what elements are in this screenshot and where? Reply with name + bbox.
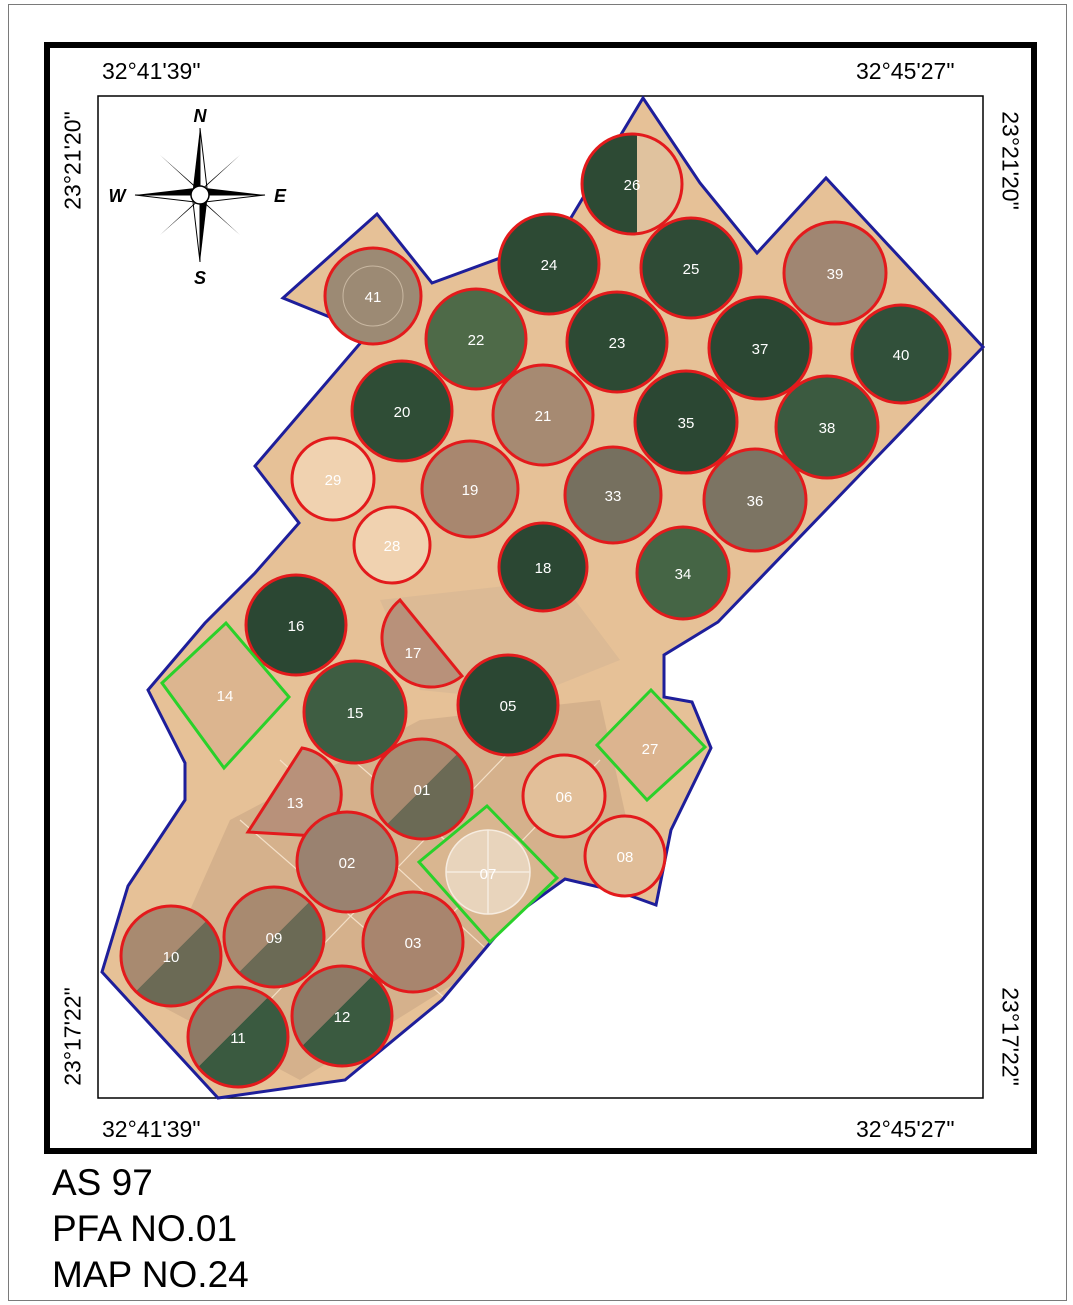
field-label-01: 01 <box>414 782 431 799</box>
field-07: 07 <box>416 803 560 945</box>
coord-bottom-right-lon: 32°45'27" <box>856 1116 955 1142</box>
field-label-35: 35 <box>678 415 695 432</box>
page-frame <box>8 4 1067 1301</box>
field-29: 29 <box>290 436 376 522</box>
compass-w: W <box>109 186 128 206</box>
field-label-29: 29 <box>325 472 342 489</box>
coord-left-top-lat: 23°21'20" <box>59 111 86 210</box>
field-label-13: 13 <box>287 795 304 812</box>
field-20: 20 <box>350 359 454 463</box>
info-map-number: MAP NO.24 <box>52 1254 249 1295</box>
coord-top-right-lon: 32°45'27" <box>856 58 955 84</box>
field-label-15: 15 <box>347 705 364 722</box>
field-label-16: 16 <box>288 618 305 635</box>
field-10: 10 <box>119 904 223 1008</box>
field-label-41: 41 <box>365 289 382 306</box>
field-label-07: 07 <box>480 866 497 883</box>
field-label-10: 10 <box>163 949 180 966</box>
field-05: 05 <box>456 653 560 757</box>
map-info: AS 97 PFA NO.01 MAP NO.24 <box>52 1160 249 1298</box>
field-label-34: 34 <box>675 566 692 583</box>
field-14: 14 <box>160 620 292 771</box>
field-08: 08 <box>583 814 667 898</box>
field-label-18: 18 <box>535 560 552 577</box>
field-label-20: 20 <box>394 404 411 421</box>
field-label-37: 37 <box>752 341 769 358</box>
field-label-14: 14 <box>217 688 234 705</box>
field-16: 16 <box>244 573 348 677</box>
field-label-40: 40 <box>893 347 910 364</box>
field-label-36: 36 <box>747 493 764 510</box>
compass-n: N <box>194 106 208 126</box>
field-03: 03 <box>361 890 465 994</box>
field-label-12: 12 <box>334 1009 351 1026</box>
field-label-06: 06 <box>556 789 573 806</box>
info-as-number: AS 97 <box>52 1162 153 1203</box>
field-23: 23 <box>565 290 669 394</box>
field-label-21: 21 <box>535 408 552 425</box>
field-22: 22 <box>424 287 528 391</box>
field-label-17: 17 <box>405 645 422 662</box>
field-label-02: 02 <box>339 855 356 872</box>
field-label-03: 03 <box>405 935 422 952</box>
field-17: 17 <box>380 597 465 689</box>
coord-bottom-left-lon: 32°41'39" <box>102 1116 201 1142</box>
field-label-38: 38 <box>819 420 836 437</box>
field-label-23: 23 <box>609 335 626 352</box>
field-40: 40 <box>850 303 952 405</box>
field-01: 01 <box>370 737 474 841</box>
compass-e: E <box>274 186 287 206</box>
field-38: 38 <box>774 374 880 480</box>
field-label-28: 28 <box>384 538 401 555</box>
field-34: 34 <box>635 525 731 621</box>
field-12: 12 <box>290 964 394 1068</box>
field-label-19: 19 <box>462 482 479 499</box>
field-28: 28 <box>352 505 432 585</box>
field-label-22: 22 <box>468 332 485 349</box>
field-24: 24 <box>497 212 601 316</box>
field-41: 41 <box>323 246 423 346</box>
coord-left-bottom-lat: 23°17'22" <box>59 987 86 1086</box>
field-26: 26 <box>580 132 684 236</box>
compass-s: S <box>194 268 206 288</box>
field-19: 19 <box>420 439 520 539</box>
field-label-39: 39 <box>827 266 844 283</box>
field-label-08: 08 <box>617 849 634 866</box>
field-label-26: 26 <box>624 177 641 194</box>
field-label-09: 09 <box>266 930 283 947</box>
field-25: 25 <box>639 216 743 320</box>
field-09: 09 <box>222 885 326 989</box>
coord-top-left-lon: 32°41'39" <box>102 58 201 84</box>
field-label-11: 11 <box>230 1030 246 1047</box>
field-36: 36 <box>702 447 808 553</box>
field-21: 21 <box>491 363 595 467</box>
coord-right-top-lat: 23°21'20" <box>997 111 1024 210</box>
info-pfa-number: PFA NO.01 <box>52 1208 238 1249</box>
field-label-24: 24 <box>541 257 558 274</box>
field-37: 37 <box>707 295 813 401</box>
field-02: 02 <box>295 810 399 914</box>
field-label-05: 05 <box>500 698 517 715</box>
field-label-25: 25 <box>683 261 700 278</box>
compass-rose-icon: N S W E <box>109 106 287 288</box>
field-06: 06 <box>521 753 607 839</box>
field-18: 18 <box>497 521 589 613</box>
field-33: 33 <box>563 445 663 545</box>
field-label-33: 33 <box>605 488 622 505</box>
map-border <box>44 42 1037 1154</box>
field-15: 15 <box>302 659 408 765</box>
field-27: 27 <box>594 687 708 803</box>
field-11: 11 <box>186 985 290 1089</box>
field-39: 39 <box>782 220 888 326</box>
coord-right-bottom-lat: 23°17'22" <box>997 987 1024 1086</box>
field-35: 35 <box>633 369 739 475</box>
farm-boundary <box>100 95 986 1100</box>
field-label-27: 27 <box>642 741 659 758</box>
